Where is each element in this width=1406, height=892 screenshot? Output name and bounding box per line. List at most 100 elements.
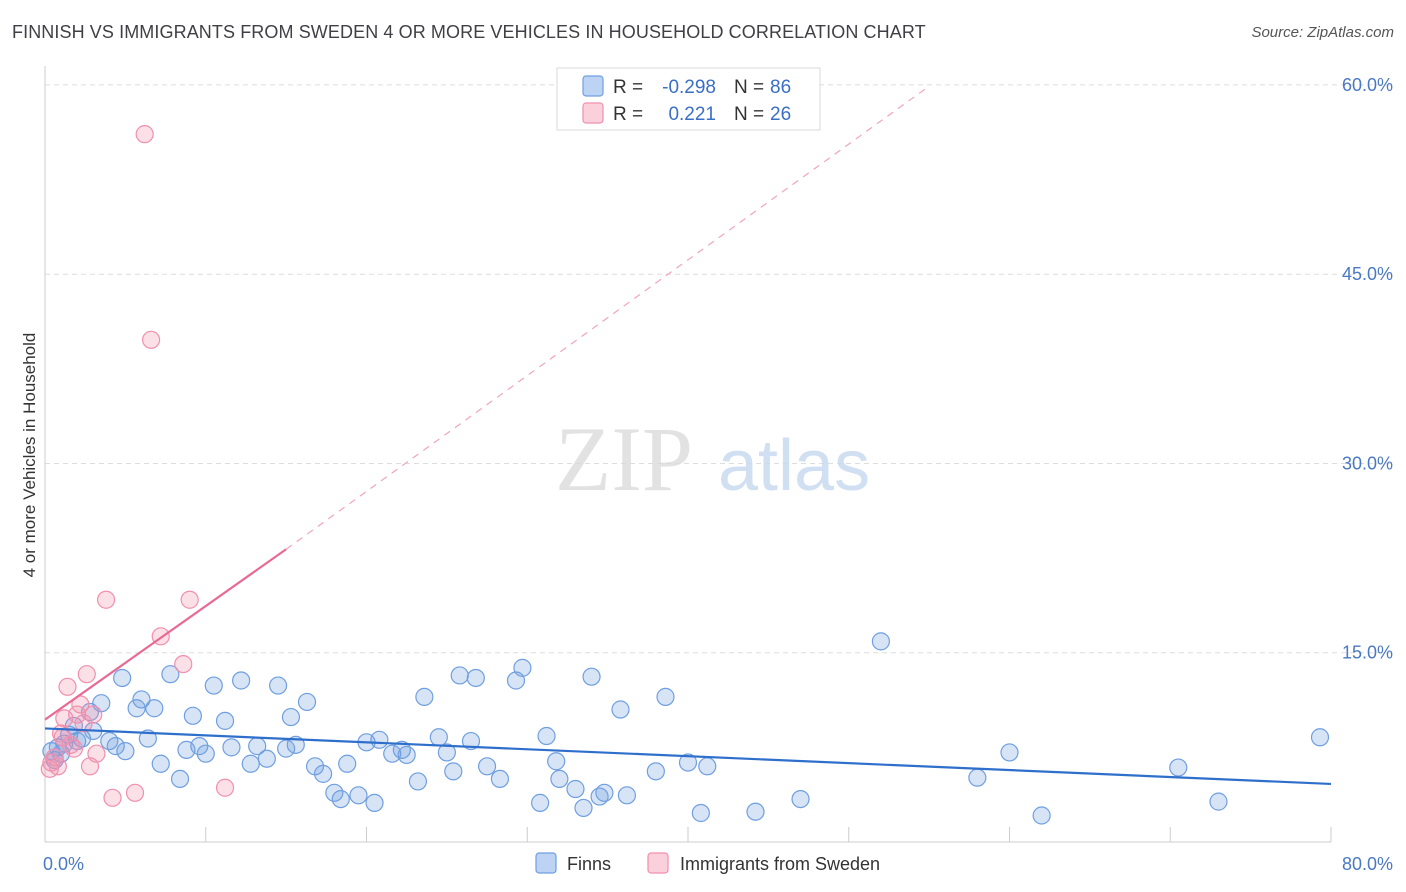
finns-point-30 [232, 671, 251, 690]
sweden-point-15 [87, 744, 106, 763]
finns-point-84 [1032, 806, 1051, 825]
sweden-trend-extension [285, 85, 930, 550]
finns-point-69 [582, 667, 601, 686]
finns-trend-line [44, 727, 1332, 786]
finns-point-37 [286, 735, 305, 754]
finns-point-16 [127, 699, 146, 718]
finns-point-57 [461, 731, 481, 751]
grid-lines [45, 84, 1392, 654]
finns-point-22 [170, 769, 190, 789]
legend-n-value-sweden: 26 [770, 104, 791, 125]
x-tick-label-80: 80.0% [1342, 854, 1393, 874]
finns-point-62 [513, 658, 532, 677]
finns-point-60 [490, 769, 510, 789]
finns-point-66 [550, 769, 569, 789]
finns-point-81 [871, 632, 891, 651]
finns-point-28 [215, 711, 235, 730]
finns-point-24 [183, 706, 202, 725]
finns-point-46 [365, 793, 384, 812]
finns-point-87 [1310, 728, 1330, 747]
sweden-point-19 [135, 125, 154, 144]
finns-point-49 [392, 740, 411, 759]
finns-point-79 [746, 802, 765, 821]
finns-point-77 [691, 803, 710, 823]
watermark: ZIP atlas [555, 408, 870, 510]
y-tick-label-60: 60.0% [1342, 75, 1393, 95]
finns-point-13 [106, 737, 125, 756]
sweden-point-14 [84, 705, 103, 724]
bottom-legend-swatch-sweden [647, 852, 669, 874]
finns-point-15 [116, 742, 135, 761]
sweden-point-22 [174, 654, 193, 674]
finns-point-34 [268, 676, 288, 695]
finns-point-76 [678, 753, 698, 772]
sweden-trend-line [44, 548, 287, 721]
y-tick-label-15: 15.0% [1342, 643, 1393, 663]
finns-point-64 [537, 726, 556, 746]
finns-point-35 [277, 739, 296, 758]
sweden-point-12 [77, 665, 96, 684]
finns-point-42 [331, 789, 350, 809]
y-axis-label: 4 or more Vehicles in Household [20, 333, 39, 578]
finns-point-26 [196, 744, 215, 763]
x-tick-marks [44, 827, 1332, 842]
legend-r-label-finns: R = [613, 77, 643, 98]
finns-point-86 [1209, 792, 1228, 811]
finns-point-51 [408, 772, 428, 791]
finns-point-48 [383, 744, 402, 763]
finns-point-54 [437, 743, 456, 762]
x-tick-labels: 0.0% 80.0% [43, 854, 1393, 874]
finns-point-17 [132, 690, 151, 709]
legend-r-value-finns: -0.298 [662, 77, 716, 98]
legend-n-label-finns: N = [734, 77, 764, 98]
x-tick-label-0: 0.0% [43, 854, 84, 874]
finns-point-73 [617, 786, 637, 805]
finns-point-36 [281, 707, 301, 727]
finns-point-74 [646, 762, 665, 781]
finns-point-52 [415, 687, 434, 706]
y-tick-labels: 15.0% 30.0% 45.0% 60.0% [1342, 75, 1393, 663]
legend-r-value-sweden: 0.221 [668, 104, 716, 125]
finns-point-56 [450, 666, 469, 685]
bottom-legend: Finns Immigrants from Sweden [535, 852, 880, 874]
legend-n-value-finns: 86 [770, 77, 791, 98]
finns-point-43 [338, 754, 357, 773]
finns-point-67 [566, 779, 585, 799]
sweden-point-3 [48, 757, 67, 776]
sweden-point-8 [64, 739, 84, 758]
finns-point-82 [968, 768, 987, 787]
finns-point-55 [444, 762, 463, 781]
finns-point-80 [791, 789, 810, 809]
legend-swatch-finns [582, 75, 604, 97]
finns-point-63 [531, 793, 550, 812]
finns-point-83 [1000, 743, 1019, 762]
legend: R = -0.298 N = 86 R = 0.221 N = 26 [556, 67, 821, 131]
finns-point-75 [656, 687, 675, 706]
finns-point-14 [113, 668, 132, 688]
finns-point-58 [466, 668, 485, 688]
y-tick-label-45: 45.0% [1342, 264, 1393, 284]
watermark-atlas: atlas [718, 426, 870, 506]
finns-point-31 [241, 754, 260, 773]
finns-point-19 [145, 699, 164, 718]
bottom-legend-swatch-finns [535, 852, 557, 874]
finns-point-33 [257, 749, 276, 768]
finns-point-21 [161, 665, 180, 684]
legend-r-label-sweden: R = [613, 104, 643, 125]
chart-title: FINNISH VS IMMIGRANTS FROM SWEDEN 4 OR M… [12, 22, 926, 42]
sweden-point-25 [53, 728, 72, 747]
finns-point-85 [1169, 758, 1188, 777]
sweden-point-20 [141, 330, 161, 349]
watermark-zip: ZIP [555, 408, 693, 510]
finns-point-50 [397, 745, 416, 765]
finns-point-29 [222, 738, 241, 757]
sweden-point-18 [125, 783, 145, 802]
finns-point-68 [574, 798, 593, 818]
sweden-point-23 [180, 590, 199, 609]
finns-point-65 [547, 752, 566, 771]
bottom-legend-label-finns: Finns [567, 854, 611, 874]
legend-swatch-sweden [582, 102, 604, 124]
sweden-point-16 [96, 590, 116, 609]
sweden-point-6 [58, 677, 77, 696]
